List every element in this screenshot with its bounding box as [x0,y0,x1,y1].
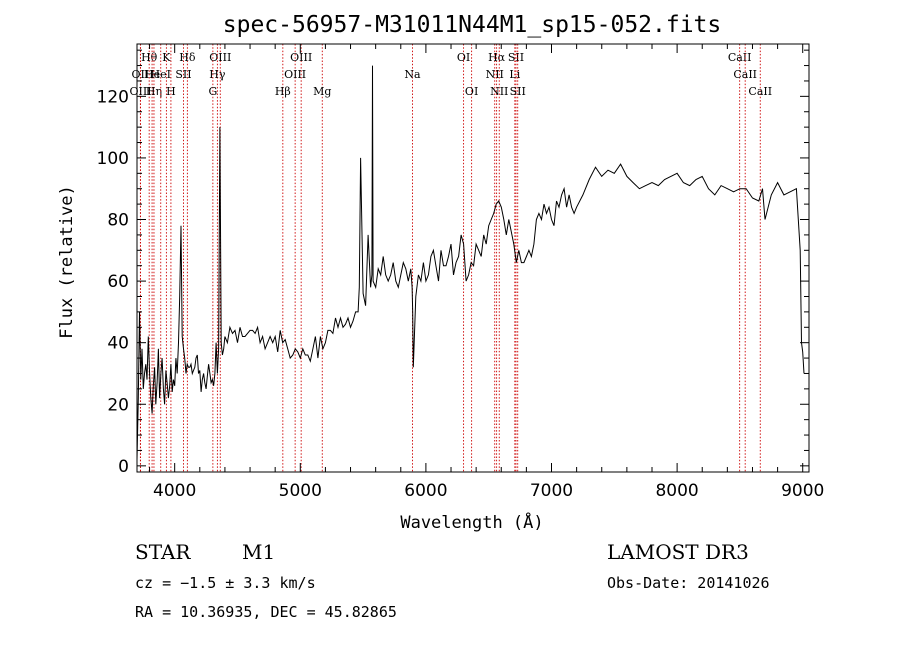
line-label-7: H [166,85,176,98]
line-label-4: Hη [146,85,162,98]
line-label-26: CaII [728,51,752,64]
line-label-5: K [162,51,171,64]
axis-ticks: 4000 5000 6000 7000 8000 9000 0 20 40 60 80 100 120 [97,44,824,501]
line-label-11: Hγ [209,68,226,81]
y-tick-label-5: 100 [97,149,129,169]
spectrum-series-line [136,65,805,460]
x-tick-label-1: 5000 [279,481,322,501]
y-tick-label-6: 120 [97,87,129,107]
line-label-8: Hδ [179,51,196,64]
line-label-2: He [144,68,160,81]
line-label-18: OI [457,51,470,64]
line-label-3: OIII [129,85,151,98]
line-label-16: Mg [313,85,331,98]
obs-date: Obs-Date: 20141026 [607,574,770,592]
line-label-15: OIII [290,51,312,64]
object-class: STAR [135,540,191,564]
line-label-14: OIII [284,68,306,81]
line-label-13: Hβ [275,85,291,98]
x-tick-label-0: 4000 [153,481,196,501]
line-label-28: CaII [748,85,772,98]
x-tick-label-2: 6000 [404,481,447,501]
plot-frame [136,43,810,473]
spectrum-chart: spec-56957-M31011N44M1_sp15-052.fits Hθ O… [57,12,824,533]
y-axis-label: Flux (relative) [57,185,77,339]
line-label-21: Hα [488,51,506,64]
line-label-19: OI [465,85,478,98]
chart-title: spec-56957-M31011N44M1_sp15-052.fits [223,12,722,38]
line-label-12: G [208,85,217,98]
survey-name: LAMOST DR3 [607,540,749,564]
y-tick-label-2: 40 [107,334,129,354]
line-label-20: NII [486,68,504,81]
x-tick-label-5: 9000 [781,481,824,501]
redshift-info: cz = −1.5 ± 3.3 km/s [135,574,316,592]
y-tick-label-0: 0 [118,457,129,477]
line-label-9: SII [175,68,191,81]
line-label-24: SII [508,51,524,64]
x-tick-label-4: 8000 [655,481,698,501]
object-subclass: M1 [242,540,276,564]
y-tick-label-4: 80 [107,211,129,231]
line-label-10: OIII [209,51,231,64]
line-label-0: Hθ [141,51,158,64]
x-axis-label: Wavelength (Å) [400,511,543,533]
line-label-6: HeI [151,68,171,81]
line-label-25: SII [510,85,526,98]
y-tick-label-1: 20 [107,395,129,415]
line-label-27: CaII [733,68,757,81]
line-label-23: Li [509,68,520,81]
coordinates: RA = 10.36935, DEC = 45.82865 [135,603,397,621]
line-label-22: NII [490,85,508,98]
y-tick-label-3: 60 [107,272,129,292]
line-label-17: Na [404,68,421,81]
x-tick-label-3: 7000 [530,481,573,501]
